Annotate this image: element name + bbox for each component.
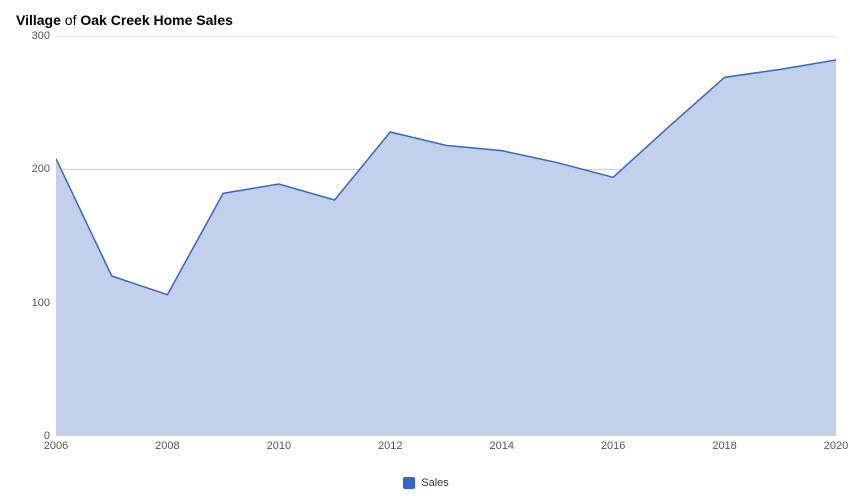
legend: Sales (16, 476, 836, 494)
x-tick-label: 2012 (378, 440, 402, 452)
y-axis: 0100200300 (16, 36, 56, 436)
x-tick-label: 2020 (824, 440, 848, 452)
y-tick-label: 100 (32, 297, 50, 309)
chart-area: 0100200300 20062008201020122014201620182… (16, 36, 836, 456)
title-mid: of (61, 12, 80, 28)
x-tick-label: 2014 (489, 440, 513, 452)
y-tick-label: 200 (32, 163, 50, 175)
title-rest: Oak Creek Home Sales (80, 12, 233, 28)
plot-area (56, 36, 836, 436)
x-tick-label: 2018 (712, 440, 736, 452)
x-axis: 20062008201020122014201620182020 (56, 436, 836, 456)
legend-item-sales: Sales (403, 477, 449, 489)
y-tick-label: 300 (32, 30, 50, 42)
area-fill (56, 60, 836, 436)
chart-container: Village of Oak Creek Home Sales 01002003… (0, 0, 850, 500)
legend-label: Sales (421, 477, 449, 489)
chart-title: Village of Oak Creek Home Sales (16, 12, 834, 28)
x-tick-label: 2016 (601, 440, 625, 452)
legend-swatch-icon (403, 477, 415, 489)
x-tick-label: 2010 (267, 440, 291, 452)
chart-svg (56, 36, 836, 436)
title-word-1: Village (16, 12, 61, 28)
x-tick-label: 2006 (44, 440, 68, 452)
x-tick-label: 2008 (155, 440, 179, 452)
